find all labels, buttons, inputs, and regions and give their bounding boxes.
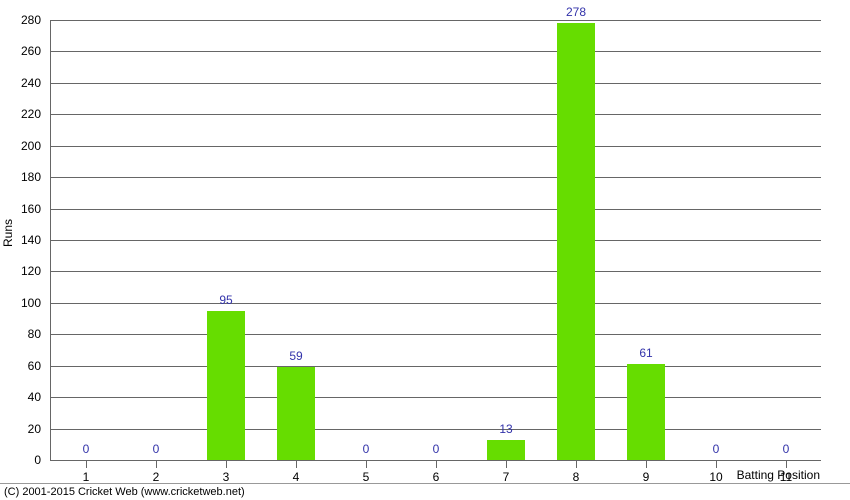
- bar: [487, 440, 526, 460]
- x-tick: [506, 460, 507, 468]
- y-tick-label: 180: [21, 170, 41, 184]
- x-tick-label: 4: [293, 470, 300, 484]
- y-tick-label: 220: [21, 107, 41, 121]
- value-label: 0: [433, 442, 440, 456]
- y-tick-label: 200: [21, 139, 41, 153]
- value-label: 13: [499, 422, 512, 436]
- y-tick-label: 0: [34, 453, 41, 467]
- footer-copyright: (C) 2001-2015 Cricket Web (www.cricketwe…: [0, 483, 850, 500]
- x-tick-label: 10: [709, 470, 722, 484]
- gridline: [51, 177, 821, 178]
- gridline: [51, 146, 821, 147]
- value-label: 278: [566, 5, 586, 19]
- gridline: [51, 20, 821, 21]
- bar: [277, 367, 316, 460]
- value-label: 0: [83, 442, 90, 456]
- bar: [207, 311, 246, 460]
- x-tick: [646, 460, 647, 468]
- x-tick: [366, 460, 367, 468]
- x-tick-label: 8: [573, 470, 580, 484]
- gridline: [51, 51, 821, 52]
- x-tick-label: 9: [643, 470, 650, 484]
- gridline: [51, 271, 821, 272]
- value-label: 0: [783, 442, 790, 456]
- y-tick-label: 160: [21, 202, 41, 216]
- y-tick-label: 280: [21, 13, 41, 27]
- x-tick: [436, 460, 437, 468]
- x-tick: [226, 460, 227, 468]
- y-tick-label: 100: [21, 296, 41, 310]
- x-tick: [86, 460, 87, 468]
- value-label: 0: [713, 442, 720, 456]
- y-tick-label: 240: [21, 76, 41, 90]
- gridline: [51, 366, 821, 367]
- gridline: [51, 429, 821, 430]
- y-axis-label: Runs: [1, 219, 15, 247]
- x-axis-label: Batting Position: [737, 468, 820, 482]
- y-tick-label: 120: [21, 264, 41, 278]
- x-tick-label: 7: [503, 470, 510, 484]
- bar: [557, 23, 596, 460]
- x-tick: [156, 460, 157, 468]
- x-tick-label: 3: [223, 470, 230, 484]
- gridline: [51, 114, 821, 115]
- x-tick: [296, 460, 297, 468]
- x-tick: [576, 460, 577, 468]
- gridline: [51, 240, 821, 241]
- y-tick-label: 80: [28, 327, 41, 341]
- x-tick-label: 1: [83, 470, 90, 484]
- gridline: [51, 303, 821, 304]
- x-tick: [786, 460, 787, 468]
- gridline: [51, 334, 821, 335]
- value-label: 61: [639, 346, 652, 360]
- value-label: 0: [153, 442, 160, 456]
- y-tick-label: 260: [21, 44, 41, 58]
- x-tick-label: 2: [153, 470, 160, 484]
- y-tick-label: 60: [28, 359, 41, 373]
- y-tick-label: 40: [28, 390, 41, 404]
- x-tick: [716, 460, 717, 468]
- gridline: [51, 209, 821, 210]
- value-label: 59: [289, 349, 302, 363]
- bar: [627, 364, 666, 460]
- gridline: [51, 397, 821, 398]
- chart-container: 0204060801001201401601802002202402602801…: [0, 0, 850, 500]
- gridline: [51, 83, 821, 84]
- x-tick-label: 5: [363, 470, 370, 484]
- value-label: 0: [363, 442, 370, 456]
- y-tick-label: 140: [21, 233, 41, 247]
- x-tick-label: 6: [433, 470, 440, 484]
- value-label: 95: [219, 293, 232, 307]
- y-tick-label: 20: [28, 422, 41, 436]
- plot-area: 0204060801001201401601802002202402602801…: [50, 20, 821, 461]
